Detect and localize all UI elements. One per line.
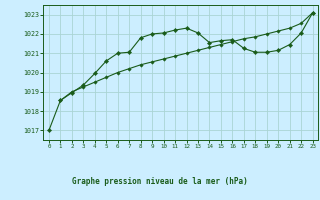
Text: Graphe pression niveau de la mer (hPa): Graphe pression niveau de la mer (hPa) [72, 178, 248, 186]
